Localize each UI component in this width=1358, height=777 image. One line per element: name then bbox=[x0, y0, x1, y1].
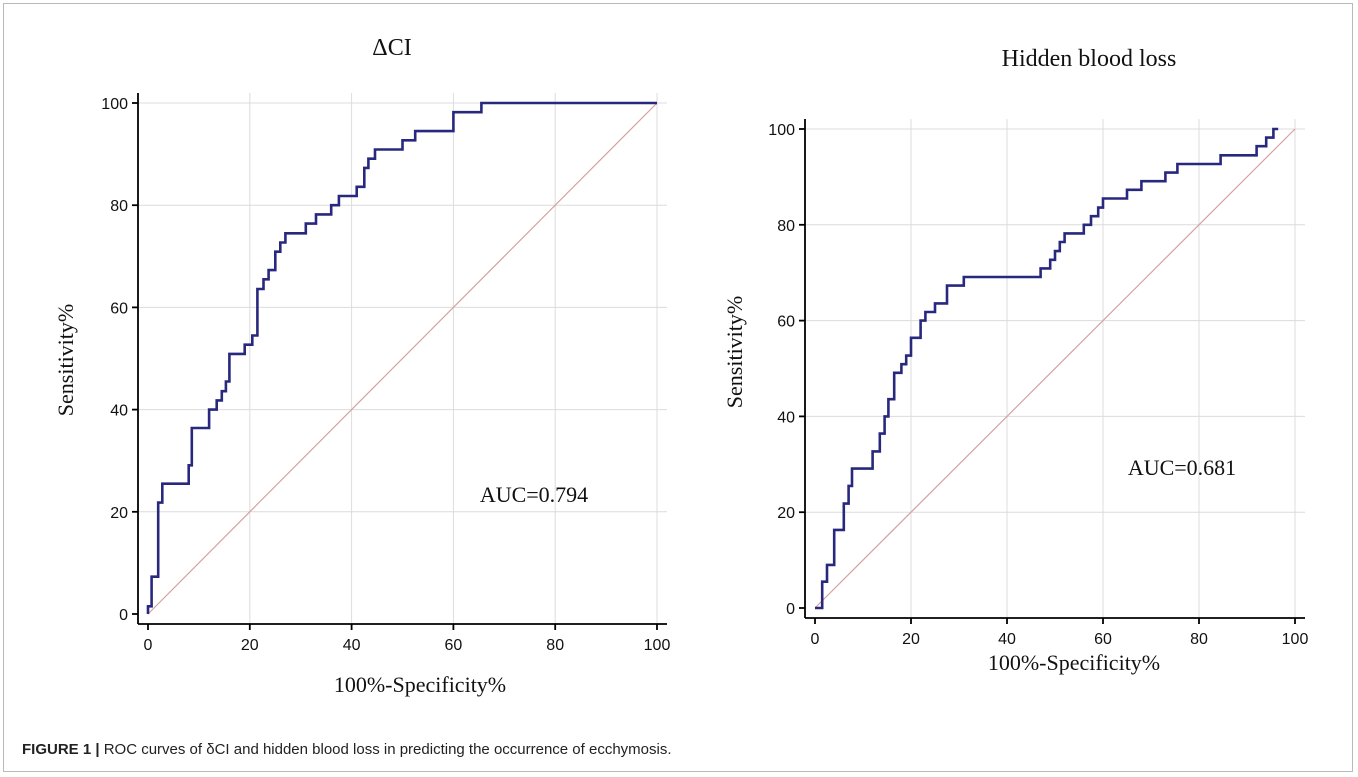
tick-labels: 0 20 40 60 80 100 0 20 40 60 80 100 bbox=[101, 96, 670, 654]
y-tick-label: 80 bbox=[110, 198, 128, 215]
x-axis-title: 100%-Specificity% bbox=[334, 672, 506, 697]
y-tick-label: 100 bbox=[768, 122, 795, 139]
y-tick-label: 40 bbox=[110, 403, 128, 420]
figure-label: FIGURE 1 | bbox=[22, 741, 100, 758]
reference-line bbox=[147, 102, 658, 615]
x-tick-label: 100 bbox=[644, 637, 671, 654]
y-tick-label: 0 bbox=[119, 607, 128, 624]
chart-delta-ci: ΔCI 0 20 40 60 80 100 0 20 40 60 80 100 100%-Specif… bbox=[53, 35, 670, 697]
x-tick-label: 0 bbox=[144, 637, 153, 654]
reference-line bbox=[814, 128, 1296, 609]
figure-frame bbox=[3, 3, 1353, 772]
y-tick-label: 20 bbox=[777, 505, 795, 522]
axes bbox=[132, 93, 667, 630]
figure-caption: FIGURE 1 | ROC curves of δCI and hidden … bbox=[22, 741, 1322, 758]
y-tick-label: 60 bbox=[110, 300, 128, 317]
x-tick-label: 20 bbox=[902, 631, 920, 648]
chart-title: ΔCI bbox=[372, 35, 411, 61]
x-tick-label: 100 bbox=[1282, 631, 1309, 648]
x-axis-title: 100%-Specificity% bbox=[988, 650, 1160, 675]
figure-caption-text: ROC curves of δCI and hidden blood loss … bbox=[99, 741, 672, 758]
y-tick-label: 0 bbox=[786, 601, 795, 618]
x-tick-label: 60 bbox=[1094, 631, 1112, 648]
x-tick-label: 80 bbox=[1190, 631, 1208, 648]
y-tick-label: 60 bbox=[777, 314, 795, 331]
y-tick-label: 40 bbox=[777, 409, 795, 426]
auc-annotation: AUC=0.681 bbox=[1128, 455, 1236, 480]
roc-curve bbox=[815, 127, 1279, 610]
x-tick-label: 20 bbox=[241, 637, 259, 654]
auc-annotation: AUC=0.794 bbox=[480, 482, 588, 507]
tick-labels: 0 20 40 60 80 100 0 20 40 60 80 100 bbox=[768, 122, 1308, 648]
grid bbox=[138, 93, 667, 624]
x-tick-label: 0 bbox=[811, 631, 820, 648]
grid bbox=[805, 119, 1305, 618]
y-tick-label: 80 bbox=[777, 218, 795, 235]
y-tick-label: 20 bbox=[110, 505, 128, 522]
roc-curve bbox=[146, 101, 657, 614]
chart-hidden-blood-loss: Hidden blood loss 0 20 40 60 80 100 0 20 40 60 80 1… bbox=[722, 46, 1308, 675]
x-tick-label: 80 bbox=[546, 637, 564, 654]
y-tick-label: 100 bbox=[101, 96, 128, 113]
x-tick-label: 40 bbox=[998, 631, 1016, 648]
x-tick-label: 60 bbox=[445, 637, 463, 654]
axes bbox=[799, 119, 1305, 624]
y-axis-title: Sensitivity% bbox=[53, 304, 78, 416]
chart-title: Hidden blood loss bbox=[1002, 46, 1177, 72]
y-axis-title: Sensitivity% bbox=[722, 296, 747, 408]
x-tick-label: 40 bbox=[343, 637, 361, 654]
